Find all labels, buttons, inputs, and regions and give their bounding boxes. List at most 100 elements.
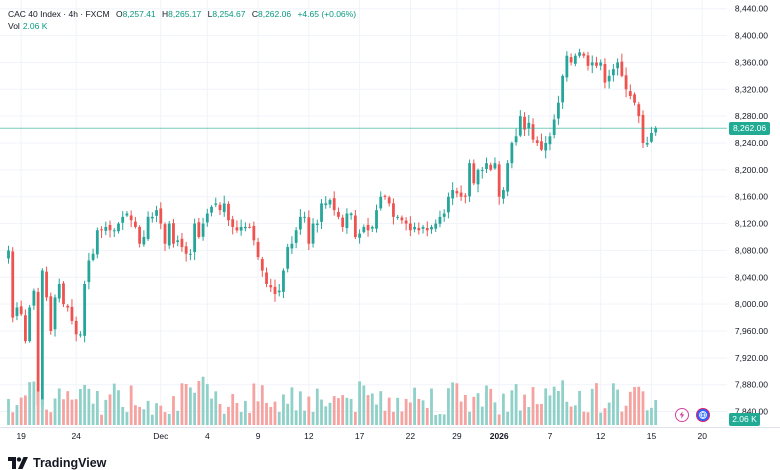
candle-body bbox=[544, 143, 548, 151]
candle-body bbox=[413, 226, 416, 230]
candle-body bbox=[463, 195, 467, 197]
volume-bar bbox=[129, 385, 133, 425]
volume-bar bbox=[650, 407, 653, 425]
volume-bar bbox=[527, 406, 531, 425]
candle-body bbox=[557, 102, 560, 119]
candle-body bbox=[468, 163, 471, 197]
legend-symbol[interactable]: CAC 40 Index · 4h · FXCM bbox=[8, 9, 110, 19]
volume-bar bbox=[485, 385, 488, 425]
volume-bar bbox=[252, 383, 256, 425]
candle-body bbox=[434, 223, 438, 229]
candle-body bbox=[578, 52, 581, 56]
candle-body bbox=[654, 128, 658, 133]
candle-body bbox=[205, 213, 209, 223]
volume-bar bbox=[142, 409, 146, 425]
candle-body bbox=[502, 190, 505, 199]
volume-bar bbox=[468, 411, 471, 425]
volume-bar bbox=[641, 391, 645, 425]
volume-bar bbox=[201, 376, 205, 425]
volume-bar bbox=[172, 396, 175, 425]
legend-ohlc-row: CAC 40 Index · 4h · FXCM O8,257.41 H8,26… bbox=[8, 8, 356, 20]
candle-body bbox=[590, 62, 594, 66]
y-tick-label: 8,040.00 bbox=[735, 272, 768, 282]
volume-bar bbox=[79, 388, 82, 425]
candle-body bbox=[493, 163, 497, 169]
globe-icon[interactable] bbox=[696, 408, 710, 422]
volume-bar bbox=[459, 401, 463, 425]
volume-bar bbox=[497, 414, 501, 425]
tradingview-brand[interactable]: TradingView bbox=[8, 456, 106, 470]
volume-bar bbox=[455, 383, 459, 425]
candle-body bbox=[366, 224, 370, 231]
candle-body bbox=[353, 215, 357, 237]
volume-bar bbox=[134, 405, 137, 425]
x-tick-label: 24 bbox=[71, 431, 81, 441]
volume-bar bbox=[70, 399, 74, 425]
volume-bar bbox=[383, 410, 387, 425]
candle-body bbox=[531, 124, 535, 140]
candle-body bbox=[459, 192, 463, 197]
volume-bar bbox=[239, 412, 243, 425]
brand-name: TradingView bbox=[33, 456, 107, 470]
volume-bar bbox=[184, 383, 188, 425]
volume-bar bbox=[167, 413, 171, 425]
candle-body bbox=[480, 169, 484, 171]
candle-body bbox=[294, 230, 298, 243]
legend-low-value: 8,254.67 bbox=[212, 9, 246, 19]
volume-bar bbox=[493, 402, 497, 425]
volume-bar bbox=[298, 391, 302, 425]
legend-open-value: 8,257.41 bbox=[122, 9, 156, 19]
candle-body bbox=[286, 247, 290, 269]
candle-body bbox=[324, 203, 328, 206]
candle-body bbox=[628, 91, 632, 97]
volume-bar bbox=[523, 394, 526, 425]
y-tick-label: 8,080.00 bbox=[735, 245, 768, 255]
volume-bar bbox=[514, 384, 518, 425]
volume-bar bbox=[286, 403, 290, 425]
candle-body bbox=[298, 216, 302, 230]
last-price-badge: 8,262.06 bbox=[729, 121, 770, 135]
candle-body bbox=[349, 213, 353, 216]
candle-body bbox=[404, 220, 408, 224]
candle-body bbox=[176, 240, 180, 243]
volume-bar bbox=[24, 395, 27, 425]
candle-body bbox=[375, 210, 378, 229]
volume-bar bbox=[400, 411, 404, 425]
legend-volume-label[interactable]: Vol bbox=[8, 21, 20, 31]
volume-bar bbox=[637, 386, 641, 425]
volume-bar bbox=[425, 407, 429, 425]
volume-bar bbox=[188, 387, 192, 425]
candle-body bbox=[19, 306, 23, 315]
volume-bar bbox=[654, 399, 658, 425]
volume-bar bbox=[227, 406, 230, 425]
candle-body bbox=[260, 259, 264, 271]
volume-bar bbox=[447, 388, 450, 425]
candle-body bbox=[49, 296, 53, 331]
candle-body bbox=[159, 208, 163, 224]
x-tick-label: 29 bbox=[452, 431, 462, 441]
candle-body bbox=[379, 196, 383, 209]
volume-bar bbox=[290, 387, 294, 425]
volume-bar bbox=[320, 399, 323, 425]
volume-bar bbox=[603, 408, 607, 425]
volume-bar bbox=[146, 400, 150, 425]
candle-body bbox=[180, 238, 184, 248]
volume-bar bbox=[573, 405, 577, 425]
candle-body bbox=[421, 226, 425, 229]
y-tick-label: 8,240.00 bbox=[735, 138, 768, 148]
candle-body bbox=[218, 204, 222, 211]
volume-bar bbox=[387, 397, 391, 425]
candle-body bbox=[87, 260, 91, 283]
volume-bar bbox=[222, 413, 226, 425]
candle-body bbox=[497, 164, 501, 197]
volume-bar bbox=[506, 411, 510, 425]
volume-bar bbox=[311, 411, 315, 425]
volume-bar bbox=[624, 405, 628, 425]
candle-body bbox=[155, 210, 158, 216]
candle-body bbox=[210, 206, 213, 213]
candle-body bbox=[603, 63, 607, 83]
volume-bar bbox=[607, 402, 611, 425]
flash-icon[interactable] bbox=[675, 408, 689, 422]
